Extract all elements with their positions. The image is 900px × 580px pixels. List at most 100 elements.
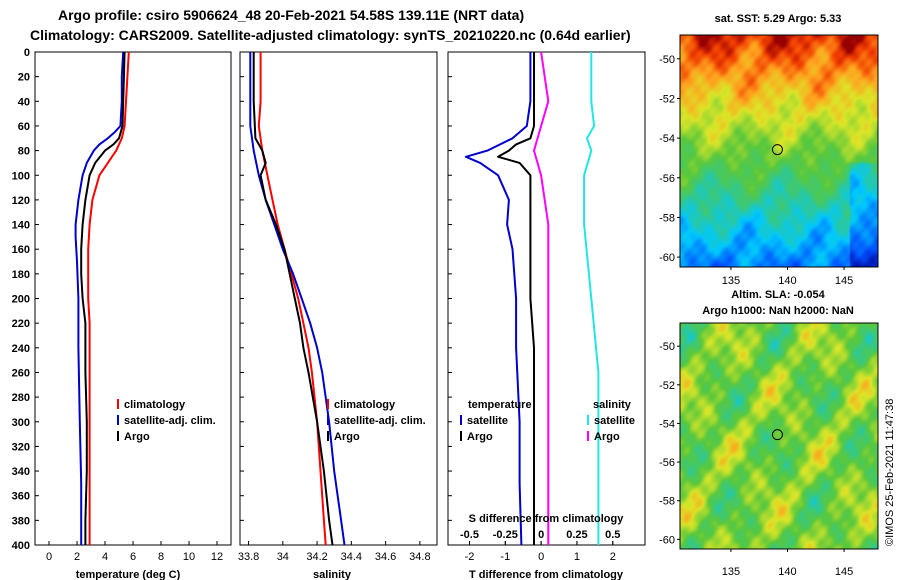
salinity-axis-ticks: 33.8 34 34.2 34.4 34.6 34.8 bbox=[238, 541, 431, 563]
t-difference-tick-label: 2 bbox=[610, 551, 616, 563]
temperature-panel: 0204060801001201401601802002202402602803… bbox=[12, 47, 232, 580]
legend-s-argo-label: Argo bbox=[594, 431, 620, 443]
temperature-difference-legend: temperature satellite Argo bbox=[460, 399, 532, 443]
depth-tick-label: 140 bbox=[12, 220, 30, 232]
series-temperature-satellite bbox=[464, 52, 532, 546]
longitude-tick-label: 135 bbox=[722, 566, 740, 578]
argo-position-marker bbox=[771, 144, 783, 156]
salinity-tick-label: 34 bbox=[277, 551, 289, 563]
latitude-tick-label: -54 bbox=[659, 418, 675, 430]
temperature-tick-label: 4 bbox=[102, 551, 108, 563]
longitude-tick-label: 145 bbox=[835, 566, 853, 578]
plot-frame bbox=[447, 51, 646, 546]
legend-satellite-adj-label: satellite-adj. clim. bbox=[124, 415, 216, 427]
depth-tick-label: 280 bbox=[12, 392, 30, 404]
plot-frame bbox=[34, 51, 232, 546]
depth-tick-label: 40 bbox=[18, 96, 30, 108]
temperature-tick-label: 10 bbox=[183, 551, 195, 563]
legend-satellite-adj-label: satellite-adj. clim. bbox=[334, 415, 426, 427]
latitude-tick-label: -58 bbox=[659, 212, 675, 224]
longitude-tick-label: 135 bbox=[722, 275, 740, 287]
sla-map-ticks: -50 -52 -54 -56 -58 -60 135 140 145 bbox=[659, 341, 853, 578]
sla-map-frame bbox=[679, 322, 879, 550]
latitude-tick-label: -50 bbox=[659, 54, 675, 66]
temperature-axis-label: temperature (deg C) bbox=[76, 569, 181, 580]
salinity-panel: 33.8 34 34.2 34.4 34.6 34.8 salinity climatol… bbox=[238, 51, 438, 580]
salinity-tick-label: 33.8 bbox=[238, 551, 259, 563]
legend-salinity-header: salinity bbox=[593, 399, 632, 411]
sst-map-title: sat. SST: 5.29 Argo: 5.33 bbox=[715, 13, 842, 25]
longitude-tick-label: 140 bbox=[778, 275, 796, 287]
depth-tick-label: 100 bbox=[12, 170, 30, 182]
sla-map: -50 -52 -54 -56 -58 -60 135 140 145 bbox=[659, 322, 879, 578]
imos-timestamp: ©IMOS 25-Feb-2021 11:47:38 bbox=[884, 399, 896, 546]
latitude-tick-label: -52 bbox=[659, 380, 675, 392]
argo-position-marker bbox=[771, 429, 783, 441]
salinity-tick-label: 34.2 bbox=[306, 551, 327, 563]
depth-tick-label: 260 bbox=[12, 367, 30, 379]
s-difference-axis-ticks: -0.5 -0.25 0 0.25 0.5 bbox=[460, 529, 620, 545]
sla-map-title: Altim. SLA: -0.054 bbox=[731, 289, 825, 301]
depth-tick-label: 240 bbox=[12, 343, 30, 355]
title-line-2: Climatology: CARS2009. Satellite-adjuste… bbox=[30, 27, 631, 43]
latitude-tick-label: -60 bbox=[659, 534, 675, 546]
t-difference-tick-label: 0 bbox=[538, 551, 544, 563]
salinity-plot-area bbox=[239, 51, 438, 546]
s-difference-tick-label: 0.25 bbox=[566, 529, 587, 541]
t-difference-tick-label: -2 bbox=[465, 551, 475, 563]
sst-map: -50 -52 -54 -56 -58 -60 135 140 145 bbox=[659, 34, 879, 287]
legend-climatology-label: climatology bbox=[334, 399, 396, 411]
latitude-tick-label: -56 bbox=[659, 173, 675, 185]
series-climatology bbox=[87, 51, 130, 545]
series-salinity-argo bbox=[533, 51, 550, 545]
temperature-legend: climatology satellite-adj. clim. Argo bbox=[117, 399, 216, 443]
depth-tick-label: 320 bbox=[12, 441, 30, 453]
salinity-tick-label: 34.6 bbox=[375, 551, 396, 563]
longitude-tick-label: 145 bbox=[835, 275, 853, 287]
t-difference-axis-ticks: -2 -1 0 1 2 bbox=[465, 541, 616, 563]
difference-panel: -2 -1 0 1 2 -0.5 -0.25 0 0.25 0.5 S difference f… bbox=[447, 51, 646, 580]
salinity-difference-legend: salinity satellite Argo bbox=[587, 399, 635, 443]
s-difference-axis-label: S difference from climatology bbox=[469, 513, 625, 525]
temperature-axis-ticks: 0 2 4 6 8 10 12 bbox=[46, 541, 223, 563]
legend-argo-label: Argo bbox=[334, 431, 360, 443]
depth-tick-label: 340 bbox=[12, 466, 30, 478]
legend-argo-label: Argo bbox=[124, 431, 150, 443]
salinity-axis-label: salinity bbox=[313, 569, 352, 580]
salinity-tick-label: 34.4 bbox=[341, 551, 362, 563]
legend-s-satellite-label: satellite bbox=[594, 415, 635, 427]
legend-t-satellite-label: satellite bbox=[467, 415, 508, 427]
temperature-plot-area bbox=[34, 51, 232, 546]
temperature-tick-label: 12 bbox=[211, 551, 223, 563]
series-salinity-satellite bbox=[583, 52, 600, 545]
depth-tick-label: 0 bbox=[24, 47, 30, 59]
depth-tick-label: 60 bbox=[18, 121, 30, 133]
salinity-legend: climatology satellite-adj. clim. Argo bbox=[327, 399, 426, 443]
sla-field-image bbox=[680, 323, 878, 549]
temperature-tick-label: 6 bbox=[130, 551, 136, 563]
legend-temperature-header: temperature bbox=[468, 399, 532, 411]
t-difference-axis-label: T difference from climatology bbox=[469, 569, 624, 580]
depth-axis-ticks: 0 20 40 60 80 100 120 140 160 180 200 220 240 260 280 3… bbox=[12, 47, 39, 552]
latitude-tick-label: -52 bbox=[659, 93, 675, 105]
depth-tick-label: 200 bbox=[12, 294, 30, 306]
sla-map-subtitle: Argo h1000: NaN h2000: NaN bbox=[702, 305, 854, 317]
latitude-tick-label: -56 bbox=[659, 457, 675, 469]
t-difference-tick-label: -1 bbox=[500, 551, 510, 563]
temperature-tick-label: 0 bbox=[46, 551, 52, 563]
depth-tick-label: 380 bbox=[12, 515, 30, 527]
temperature-tick-label: 2 bbox=[74, 551, 80, 563]
plot-frame bbox=[239, 51, 438, 546]
series-argo bbox=[80, 51, 126, 545]
longitude-tick-label: 140 bbox=[778, 566, 796, 578]
depth-tick-label: 360 bbox=[12, 491, 30, 503]
s-difference-tick-label: 0 bbox=[538, 529, 544, 541]
salinity-tick-label: 34.8 bbox=[409, 551, 430, 563]
s-difference-tick-label: 0.5 bbox=[605, 529, 620, 541]
depth-tick-label: 120 bbox=[12, 195, 30, 207]
series-argo bbox=[252, 52, 334, 546]
series-climatology bbox=[257, 52, 327, 546]
depth-tick-label: 400 bbox=[12, 540, 30, 552]
latitude-tick-label: -58 bbox=[659, 496, 675, 508]
